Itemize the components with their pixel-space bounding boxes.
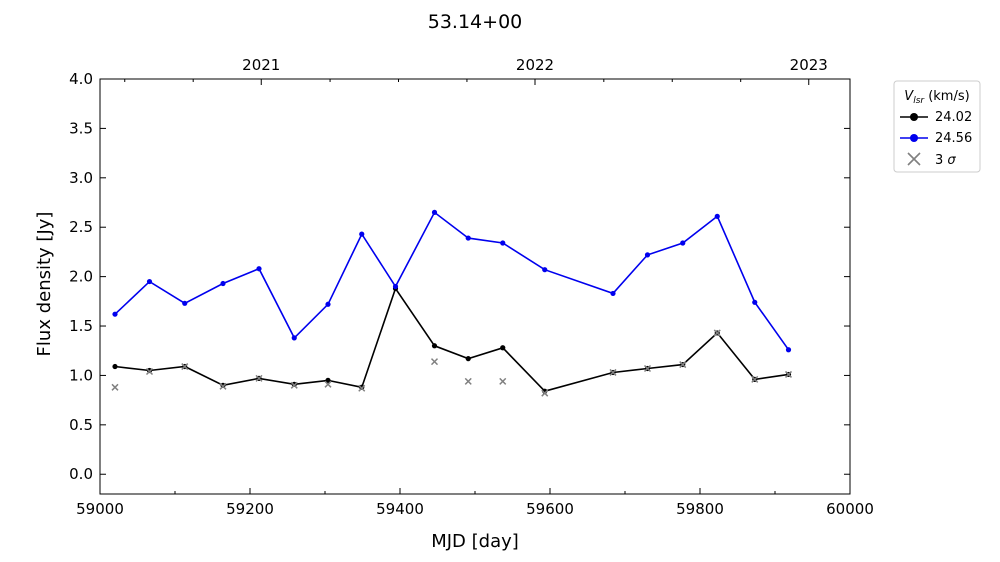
three-sigma-marker bbox=[324, 380, 332, 388]
legend-label-series-2: 24.56 bbox=[935, 131, 972, 146]
y-tick-label: 2.5 bbox=[69, 218, 93, 236]
series-2-point bbox=[785, 347, 792, 353]
legend: Vlsr (km/s) 24.02 24.56 3 σ bbox=[893, 80, 981, 173]
series-2-point bbox=[752, 299, 758, 305]
legend-label-threshold-main: 3 bbox=[935, 153, 947, 168]
series-2-point bbox=[325, 301, 331, 307]
plot-area: 59000 59200 59400 59600 59800 60000 0.0 0.5 1.0… bbox=[69, 56, 874, 518]
series-2-point bbox=[291, 335, 297, 341]
y-tick-label: 2.0 bbox=[69, 268, 93, 286]
three-sigma-marker bbox=[464, 377, 472, 385]
y-axis-label: Flux density [Jy] bbox=[34, 212, 55, 357]
legend-entry-series-1: 24.02 bbox=[900, 110, 972, 125]
series-1-point bbox=[465, 356, 471, 362]
three-sigma-marker bbox=[784, 370, 793, 378]
series-2-point bbox=[465, 235, 471, 241]
three-sigma-marker bbox=[111, 383, 119, 391]
x-tick-label: 59800 bbox=[676, 500, 724, 518]
legend-marker-series-2 bbox=[910, 134, 918, 142]
series-2-point bbox=[542, 267, 548, 273]
series-1-point bbox=[431, 343, 438, 349]
legend-box bbox=[893, 80, 981, 173]
y-tick-label: 0.0 bbox=[69, 465, 93, 483]
x-axis: 59000 59200 59400 59600 59800 60000 bbox=[76, 488, 874, 518]
top-year-axis: 2021 2022 2023 bbox=[124, 56, 828, 85]
top-year-label: 2023 bbox=[790, 56, 828, 74]
three-sigma-marker bbox=[541, 389, 549, 397]
y-tick-label: 1.5 bbox=[69, 317, 93, 335]
legend-title-unit: (km/s) bbox=[924, 89, 970, 104]
three-sigma-marker bbox=[499, 377, 507, 385]
series-2-point bbox=[256, 266, 262, 272]
legend-label-threshold: 3 σ bbox=[935, 153, 956, 168]
three-sigma-marker bbox=[713, 329, 721, 337]
three-sigma-marker bbox=[219, 382, 227, 390]
three-sigma-marker bbox=[358, 384, 366, 392]
series-2-point bbox=[680, 240, 686, 246]
threshold-layer bbox=[111, 329, 793, 397]
legend-label-series-1: 24.02 bbox=[935, 110, 972, 125]
three-sigma-marker bbox=[145, 367, 154, 376]
series-1-point bbox=[325, 377, 331, 383]
series-2-point bbox=[500, 240, 506, 246]
legend-title: Vlsr (km/s) bbox=[904, 89, 969, 106]
series-2-point bbox=[392, 283, 399, 290]
chart-title: 53.14+00 bbox=[428, 11, 523, 33]
series-2-point bbox=[431, 209, 438, 215]
series-2-point bbox=[359, 231, 365, 237]
series-1-point bbox=[500, 345, 506, 351]
y-tick-label: 1.0 bbox=[69, 366, 93, 384]
y-tick-label: 3.0 bbox=[69, 169, 93, 187]
series-2-point bbox=[220, 280, 226, 287]
series-2-point bbox=[112, 311, 118, 317]
x-tick-label: 60000 bbox=[826, 500, 874, 518]
x-tick-label: 59600 bbox=[526, 500, 574, 518]
three-sigma-marker bbox=[290, 381, 298, 389]
y-tick-label: 0.5 bbox=[69, 416, 93, 434]
legend-entry-threshold: 3 σ bbox=[907, 152, 956, 168]
three-sigma-marker bbox=[751, 375, 759, 383]
series-2-point bbox=[182, 300, 188, 306]
legend-title-main: V bbox=[904, 89, 914, 104]
y-axis: 0.0 0.5 1.0 1.5 2.0 2.5 3.0 3.5 4.0 bbox=[69, 70, 850, 483]
x-tick-label: 59000 bbox=[76, 500, 124, 518]
three-sigma-marker bbox=[255, 374, 263, 382]
legend-label-threshold-symbol: σ bbox=[947, 153, 956, 168]
series-2-point bbox=[644, 252, 651, 258]
y-tick-label: 3.5 bbox=[69, 119, 93, 137]
three-sigma-marker bbox=[181, 363, 189, 371]
x-tick-label: 59200 bbox=[226, 500, 274, 518]
legend-title-sub: lsr bbox=[913, 96, 925, 106]
three-sigma-marker bbox=[609, 368, 617, 376]
three-sigma-marker bbox=[430, 358, 439, 366]
top-year-label: 2021 bbox=[242, 56, 280, 74]
top-year-label: 2022 bbox=[516, 56, 554, 74]
legend-marker-series-1 bbox=[910, 113, 918, 121]
series-1-point bbox=[112, 363, 118, 370]
three-sigma-marker bbox=[643, 364, 652, 373]
x-tick-label: 59400 bbox=[376, 500, 424, 518]
y-tick-label: 4.0 bbox=[69, 70, 93, 88]
legend-marker-threshold bbox=[907, 152, 921, 166]
three-sigma-marker bbox=[679, 361, 687, 369]
legend-entry-series-2: 24.56 bbox=[900, 131, 972, 146]
series-2-point bbox=[146, 278, 153, 285]
series-2-point bbox=[610, 290, 616, 297]
series-2-point bbox=[714, 213, 720, 219]
x-axis-label: MJD [day] bbox=[431, 531, 519, 552]
